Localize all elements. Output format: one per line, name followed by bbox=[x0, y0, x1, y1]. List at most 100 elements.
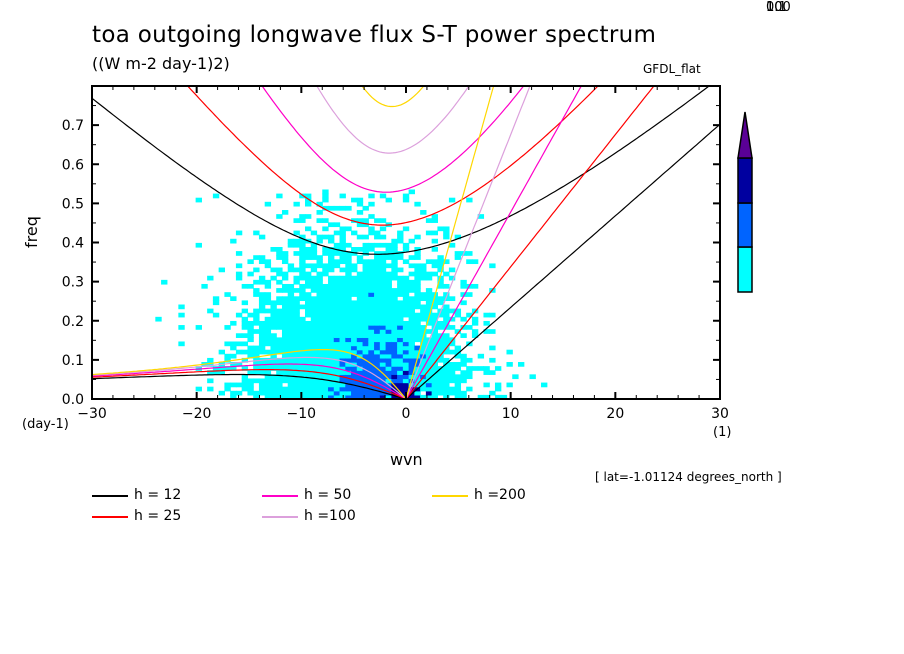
power-cell-level-1 bbox=[333, 300, 341, 306]
power-cell-level-1 bbox=[333, 345, 341, 351]
power-cell-level-1 bbox=[431, 337, 438, 343]
power-cell-level-1 bbox=[425, 394, 433, 399]
power-cell-level-1 bbox=[454, 353, 462, 359]
power-cell-level-1 bbox=[345, 349, 352, 355]
power-cell-level-1 bbox=[425, 329, 433, 334]
power-cell-level-1 bbox=[443, 259, 450, 265]
power-cell-level-3 bbox=[402, 386, 410, 392]
power-cell-level-1 bbox=[316, 308, 323, 314]
power-cell-level-1 bbox=[241, 357, 249, 363]
power-cell-level-2 bbox=[414, 362, 421, 367]
power-cell-level-1 bbox=[454, 386, 462, 392]
power-cell-level-1 bbox=[408, 333, 415, 338]
power-cell-level-1 bbox=[431, 382, 438, 388]
power-cell-level-1 bbox=[397, 362, 404, 367]
power-cell-level-1 bbox=[345, 329, 352, 334]
power-cell-level-1 bbox=[258, 275, 266, 281]
power-cell-level-1 bbox=[310, 362, 318, 367]
power-cell-level-3 bbox=[391, 390, 398, 396]
power-cell-level-1 bbox=[328, 304, 335, 310]
power-cell-level-1 bbox=[264, 382, 272, 388]
power-cell-level-2 bbox=[408, 357, 415, 363]
power-cell-level-1 bbox=[299, 251, 306, 256]
power-cell-level-1 bbox=[362, 333, 369, 338]
power-cell-level-1 bbox=[362, 234, 369, 240]
power-cell-level-1 bbox=[356, 210, 364, 215]
power-cell-level-1 bbox=[437, 333, 444, 338]
power-cell-level-1 bbox=[431, 378, 438, 384]
power-cell-level-1 bbox=[310, 345, 318, 351]
power-cell-level-1 bbox=[281, 300, 289, 306]
power-cell-level-1 bbox=[408, 271, 415, 277]
power-cell-level-2 bbox=[356, 382, 364, 388]
power-cell-level-1 bbox=[218, 390, 226, 396]
power-cell-level-1 bbox=[362, 308, 369, 314]
power-cell-level-2 bbox=[362, 353, 369, 359]
power-cell-level-1 bbox=[299, 271, 306, 277]
power-cell-level-1 bbox=[489, 263, 496, 269]
power-cell-level-1 bbox=[333, 263, 341, 269]
power-cell-level-1 bbox=[397, 357, 404, 363]
power-cell-level-1 bbox=[258, 329, 266, 334]
power-cell-level-1 bbox=[258, 234, 266, 240]
power-cell-level-1 bbox=[402, 378, 410, 384]
power-cell-level-1 bbox=[408, 263, 415, 269]
power-cell-level-1 bbox=[420, 349, 427, 355]
power-cell-level-1 bbox=[362, 283, 369, 289]
power-cell-level-1 bbox=[437, 312, 444, 318]
power-cell-level-1 bbox=[241, 320, 249, 326]
power-cell-level-1 bbox=[374, 279, 381, 285]
power-cell-level-1 bbox=[408, 296, 415, 302]
power-cell-level-1 bbox=[454, 378, 462, 384]
power-cell-level-1 bbox=[466, 357, 473, 363]
power-cell-level-1 bbox=[322, 193, 329, 199]
power-cell-level-1 bbox=[270, 345, 277, 351]
power-cell-level-1 bbox=[212, 370, 220, 375]
power-cell-level-1 bbox=[368, 316, 375, 322]
power-cell-level-1 bbox=[322, 304, 329, 310]
power-cell-level-1 bbox=[431, 390, 438, 396]
power-cell-level-1 bbox=[293, 296, 300, 302]
power-cell-level-1 bbox=[374, 271, 381, 277]
power-cell-level-1 bbox=[454, 251, 462, 256]
power-cell-level-1 bbox=[362, 300, 369, 306]
power-cell-level-2 bbox=[374, 386, 381, 392]
power-cell-level-1 bbox=[391, 329, 398, 334]
power-cell-level-1 bbox=[207, 275, 214, 281]
power-cell-level-2 bbox=[374, 394, 381, 399]
power-cell-level-1 bbox=[351, 292, 358, 297]
power-cell-level-1 bbox=[270, 337, 277, 343]
power-cell-level-2 bbox=[368, 292, 375, 297]
power-cell-level-1 bbox=[281, 349, 289, 355]
power-cell-level-1 bbox=[322, 390, 329, 396]
power-cell-level-1 bbox=[339, 193, 346, 199]
power-cell-level-1 bbox=[264, 201, 272, 207]
power-cell-level-1 bbox=[293, 304, 300, 310]
power-cell-level-1 bbox=[460, 292, 467, 297]
power-cell-level-1 bbox=[460, 362, 467, 367]
power-cell-level-1 bbox=[247, 353, 254, 359]
power-cell-level-1 bbox=[281, 308, 289, 314]
power-cell-level-1 bbox=[339, 345, 346, 351]
power-cell-level-1 bbox=[258, 325, 266, 330]
power-cell-level-1 bbox=[345, 251, 352, 256]
power-cell-level-1 bbox=[420, 394, 427, 399]
power-cell-level-1 bbox=[195, 325, 202, 330]
power-cell-level-1 bbox=[293, 325, 300, 330]
power-cell-level-1 bbox=[351, 197, 358, 203]
power-cell-level-1 bbox=[293, 349, 300, 355]
power-cell-level-1 bbox=[339, 304, 346, 310]
power-cell-level-1 bbox=[224, 382, 231, 388]
power-cell-level-1 bbox=[437, 275, 444, 281]
power-cell-level-1 bbox=[425, 271, 433, 277]
power-cell-level-1 bbox=[328, 259, 335, 265]
power-cell-level-1 bbox=[443, 230, 450, 236]
power-cell-level-1 bbox=[316, 312, 323, 318]
power-cell-level-2 bbox=[408, 366, 415, 371]
power-cell-level-1 bbox=[235, 312, 243, 318]
power-cell-level-1 bbox=[310, 230, 318, 236]
power-cell-level-2 bbox=[379, 370, 387, 375]
power-cell-level-1 bbox=[339, 325, 346, 330]
power-cell-level-1 bbox=[356, 296, 364, 302]
power-cell-level-1 bbox=[304, 263, 312, 269]
